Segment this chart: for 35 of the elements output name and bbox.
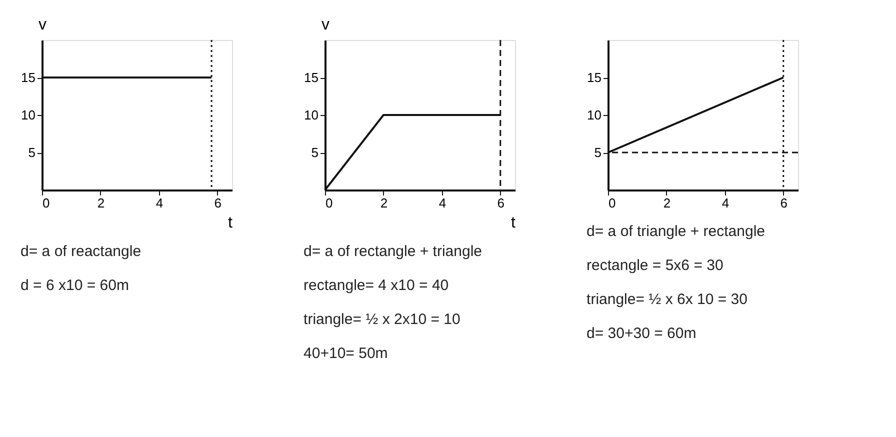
x-tick-label: 2 [97,196,105,210]
x-tick-label: 4 [722,196,730,210]
y-tick-label: 15 [21,70,36,85]
text: d= a of reactangle [20,243,142,260]
y-tick-label: 5 [594,145,602,160]
y-axis-title: v [38,16,46,34]
y-tick-label: 15 [587,70,602,85]
x-tick-label: 2 [663,196,671,210]
text: d= a of triangle + rectangle [586,223,766,240]
x-tick-label: 0 [326,196,333,210]
x-tick-label: 4 [156,196,164,210]
x-axis-title: t [511,214,516,232]
x-tick-label: 6 [214,196,222,210]
y-tick-label: 10 [587,108,602,122]
y-axis-title: v [322,16,330,34]
text: d= a of rectangle + triangle [304,243,482,260]
y-tick-label: 10 [304,108,318,122]
y-tick-label: 5 [28,145,36,160]
y-tick-label: 5 [311,145,318,160]
x-tick-label: 0 [608,196,616,210]
x-tick-label: 6 [497,196,504,210]
text: d = 6 x10 = 60m [20,277,129,294]
x-tick-label: 2 [380,196,388,210]
text: triangle= ½ x 2x10 = 10 [304,311,460,328]
text: rectangle= 4 x10 = 40 [304,277,449,294]
x-axis-title: t [228,214,234,232]
y-tick-label: 10 [21,108,36,122]
x-tick-label: 6 [780,196,788,210]
text: 40+10= 50m [304,345,388,362]
x-tick-label: 0 [42,196,50,210]
text: triangle= ½ x 6x 10 = 30 [586,291,748,308]
y-tick-label: 15 [304,70,318,85]
text: rectangle = 5x6 = 30 [586,257,724,274]
text: d= 30+30 = 60m [586,325,696,342]
x-tick-label: 4 [438,196,446,210]
